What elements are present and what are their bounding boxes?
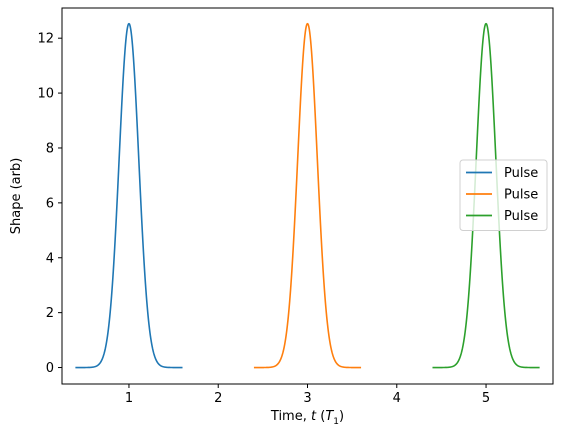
x-axis-ticks: 1 2 3 4 5 xyxy=(125,384,490,406)
y-tick-label: 12 xyxy=(37,32,54,47)
x-tick-label: 5 xyxy=(482,391,490,406)
x-tick-label: 2 xyxy=(214,391,222,406)
legend-label: Pulse xyxy=(504,188,538,203)
x-tick-label: 4 xyxy=(393,391,401,406)
legend-box xyxy=(459,159,548,231)
x-axis-label: Time, t (T1) xyxy=(270,409,344,427)
y-axis-ticks: 0 2 4 6 8 10 12 xyxy=(37,32,62,376)
y-tick-label: 6 xyxy=(46,196,54,211)
series-line-3 xyxy=(432,22,540,369)
y-axis-label: Shape (arb) xyxy=(9,158,24,235)
x-tick-label: 1 xyxy=(125,391,133,406)
y-tick-label: 4 xyxy=(46,251,54,266)
series-line-1 xyxy=(75,22,183,369)
series-line-2 xyxy=(253,22,362,369)
legend: Pulse Pulse Pulse xyxy=(459,159,548,231)
y-tick-label: 10 xyxy=(37,87,54,102)
legend-label: Pulse xyxy=(504,209,538,224)
y-tick-label: 0 xyxy=(46,361,54,376)
series-layer xyxy=(75,22,540,369)
x-tick-label: 3 xyxy=(303,391,311,406)
legend-label: Pulse xyxy=(504,166,538,181)
plot-frame xyxy=(61,7,554,385)
y-tick-label: 2 xyxy=(46,306,54,321)
y-tick-label: 8 xyxy=(46,141,54,156)
